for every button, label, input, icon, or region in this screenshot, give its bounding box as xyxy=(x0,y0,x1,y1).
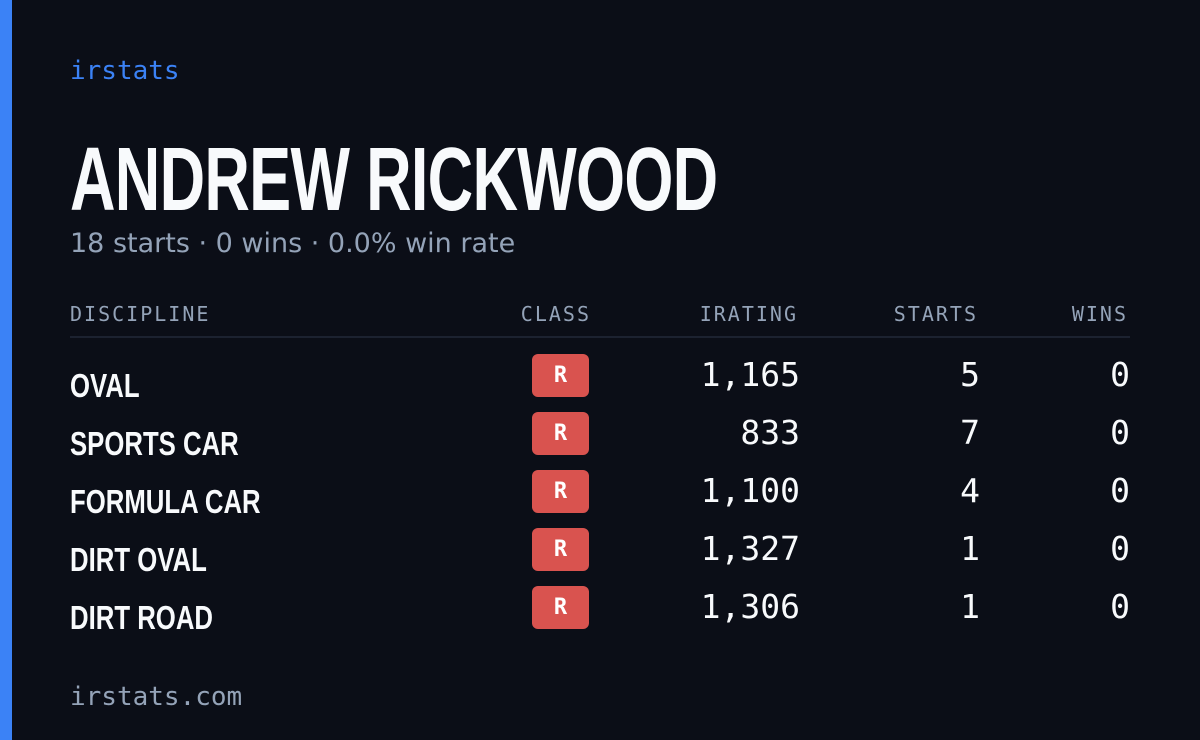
stat-value: 0 xyxy=(1110,413,1130,452)
stat-value: 4 xyxy=(960,471,980,510)
discipline: DIRT ROAD xyxy=(70,599,213,636)
stat-value: 0 xyxy=(1110,587,1130,626)
class-badge: R xyxy=(532,470,589,513)
stat-value: 0 xyxy=(1110,529,1130,568)
column-header: STARTS xyxy=(893,302,978,326)
stat-value: 0 xyxy=(1110,355,1130,394)
stat-value: 1,100 xyxy=(700,471,800,510)
summary: 18 starts · 0 wins · 0.0% win rate xyxy=(70,228,516,259)
discipline: OVAL xyxy=(70,367,140,404)
column-header: CLASS xyxy=(520,302,591,326)
stat-value: 5 xyxy=(960,355,980,394)
column-header: DISCIPLINE xyxy=(70,302,211,326)
stat-value: 0 xyxy=(1110,471,1130,510)
discipline: FORMULA CAR xyxy=(70,483,261,520)
footer: irstats.com xyxy=(70,682,243,712)
brand: irstats xyxy=(70,56,180,86)
driver-name: ANDREW RICKWOOD xyxy=(70,130,718,230)
class-badge: R xyxy=(532,528,589,571)
stat-value: 1,165 xyxy=(700,355,800,394)
discipline: DIRT OVAL xyxy=(70,541,207,578)
stat-value: 7 xyxy=(960,413,980,452)
column-header: IRATING xyxy=(699,302,798,326)
divider xyxy=(70,336,1130,338)
class-badge: R xyxy=(532,412,589,455)
column-header: WINS xyxy=(1071,302,1128,326)
accent-bar xyxy=(0,0,12,740)
class-badge: R xyxy=(532,586,589,629)
class-badge: R xyxy=(532,354,589,397)
stat-value: 1 xyxy=(960,587,980,626)
stat-value: 1,327 xyxy=(700,529,800,568)
stat-value: 1 xyxy=(960,529,980,568)
stat-value: 1,306 xyxy=(700,587,800,626)
stat-value: 833 xyxy=(740,413,800,452)
discipline: SPORTS CAR xyxy=(70,425,239,462)
